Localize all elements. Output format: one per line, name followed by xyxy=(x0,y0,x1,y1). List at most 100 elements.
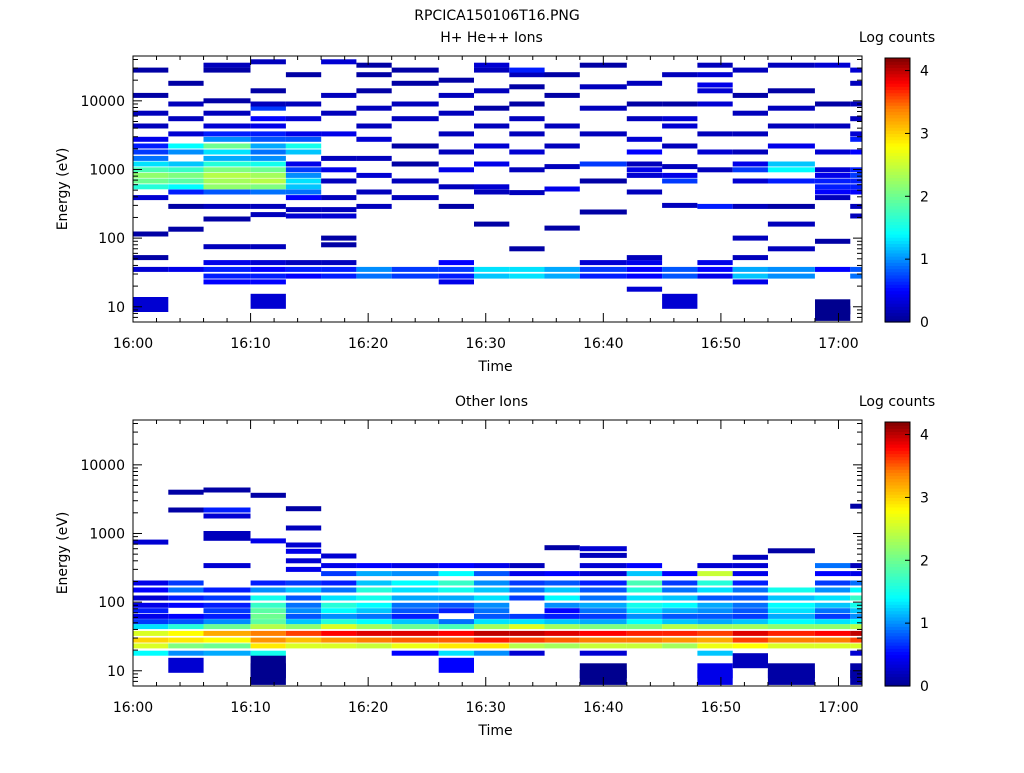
heatmap-cell xyxy=(321,587,357,593)
heatmap-cell xyxy=(509,613,545,619)
colorbar-segment xyxy=(885,58,910,62)
x-axis-label: Time xyxy=(477,723,512,739)
heatmap-cell xyxy=(133,110,169,116)
heatmap-cell xyxy=(391,608,439,614)
heatmap-cell xyxy=(250,143,286,149)
heatmap-cell xyxy=(203,602,251,608)
heatmap-cell xyxy=(321,110,357,116)
colorbar-tick-label: 0 xyxy=(920,679,929,695)
y-axis-label: Energy (eV) xyxy=(55,512,71,595)
heatmap-cell xyxy=(662,266,698,272)
colorbar-segment xyxy=(885,114,910,119)
heatmap-cell xyxy=(285,101,322,107)
colorbar-segment xyxy=(885,142,910,147)
heatmap-cell xyxy=(356,580,392,586)
x-tick-label: 16:50 xyxy=(701,700,741,716)
colorbar-segment xyxy=(885,281,910,285)
heatmap-cell xyxy=(474,580,510,586)
heatmap-cell xyxy=(438,266,474,272)
colorbar-segment xyxy=(885,576,910,580)
colorbar-segment xyxy=(885,315,910,320)
colorbar-segment xyxy=(885,64,910,69)
heatmap-cell xyxy=(626,643,663,649)
heatmap-cell xyxy=(203,650,251,656)
colorbar-frame xyxy=(884,57,911,323)
heatmap-cell xyxy=(321,242,357,248)
heatmap-cell xyxy=(168,189,204,195)
heatmap-cell xyxy=(850,503,862,509)
heatmap-cell xyxy=(544,545,580,551)
heatmap-cell xyxy=(203,143,251,149)
heatmap-cell xyxy=(203,244,251,250)
heatmap-cell xyxy=(509,580,545,586)
heatmap-cell xyxy=(767,62,815,68)
heatmap-cell xyxy=(250,587,286,593)
heatmap-cell xyxy=(767,643,815,649)
heatmap-cell xyxy=(438,260,474,266)
x-tick-label: 17:00 xyxy=(818,700,858,716)
colorbar-segment xyxy=(885,89,910,94)
x-tick-label: 16:40 xyxy=(583,700,623,716)
heatmap-cell xyxy=(579,602,627,608)
y-tick-label: 100 xyxy=(98,231,125,247)
heatmap-cell xyxy=(203,123,251,129)
heatmap-cell xyxy=(133,643,169,649)
heatmap-cell xyxy=(321,273,357,279)
heatmap-cell xyxy=(356,587,392,593)
heatmap-cell xyxy=(850,101,862,107)
heatmap-cell xyxy=(732,255,768,261)
heatmap-cell xyxy=(579,619,627,625)
heatmap-cell xyxy=(626,161,663,167)
heatmap-cell xyxy=(250,167,286,173)
plot-frame xyxy=(132,55,863,323)
heatmap-cell xyxy=(697,643,733,649)
heatmap-cell xyxy=(767,221,815,227)
heatmap-cell xyxy=(662,293,698,309)
heatmap-cell xyxy=(815,587,851,593)
colorbar-segment xyxy=(885,234,910,238)
heatmap-cell xyxy=(474,105,510,111)
heatmap-cell xyxy=(356,602,392,608)
heatmap-cell xyxy=(438,624,474,630)
heatmap-cell xyxy=(697,630,733,636)
heatmap-cell xyxy=(391,650,439,656)
heatmap-cell xyxy=(321,207,357,213)
colorbar-segment xyxy=(885,528,910,533)
colorbar-segment xyxy=(885,676,910,681)
heatmap-cell xyxy=(356,123,392,129)
heatmap-cell xyxy=(391,619,439,625)
heatmap-cell xyxy=(579,663,627,679)
heatmap-cell xyxy=(474,563,510,569)
heatmap-cell xyxy=(203,619,251,625)
colorbar-segment xyxy=(885,274,910,279)
heatmap-cell xyxy=(732,554,768,560)
heatmap-cell xyxy=(203,178,251,184)
heatmap-cell xyxy=(391,178,439,184)
heatmap-cell xyxy=(697,149,733,155)
colorbar-segment xyxy=(885,76,910,81)
heatmap-cell xyxy=(626,630,663,636)
heatmap-cell xyxy=(133,637,169,643)
heatmap-cell xyxy=(544,595,580,601)
heatmap-cell xyxy=(285,136,322,142)
heatmap-cell xyxy=(474,643,510,649)
heatmap-cell xyxy=(168,650,204,656)
heatmap-cell xyxy=(356,189,392,195)
colorbar-segment xyxy=(885,186,910,191)
heatmap-cell xyxy=(579,178,627,184)
colorbar-segment xyxy=(885,472,910,477)
colorbar-segment xyxy=(885,300,910,304)
heatmap-cell xyxy=(133,297,169,312)
colorbar-segment xyxy=(885,478,910,483)
heatmap-cell xyxy=(509,637,545,643)
colorbar-segment xyxy=(885,312,910,317)
heatmap-cell xyxy=(626,80,663,86)
heatmap-cell xyxy=(662,571,698,577)
heatmap-cell xyxy=(203,587,251,593)
heatmap-cell xyxy=(579,637,627,643)
heatmap-cell xyxy=(321,213,357,219)
colorbar-segment xyxy=(885,500,910,505)
heatmap-cell xyxy=(203,273,251,279)
heatmap-cell xyxy=(697,637,733,643)
